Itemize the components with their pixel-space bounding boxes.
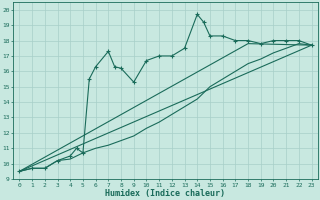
X-axis label: Humidex (Indice chaleur): Humidex (Indice chaleur): [106, 189, 226, 198]
